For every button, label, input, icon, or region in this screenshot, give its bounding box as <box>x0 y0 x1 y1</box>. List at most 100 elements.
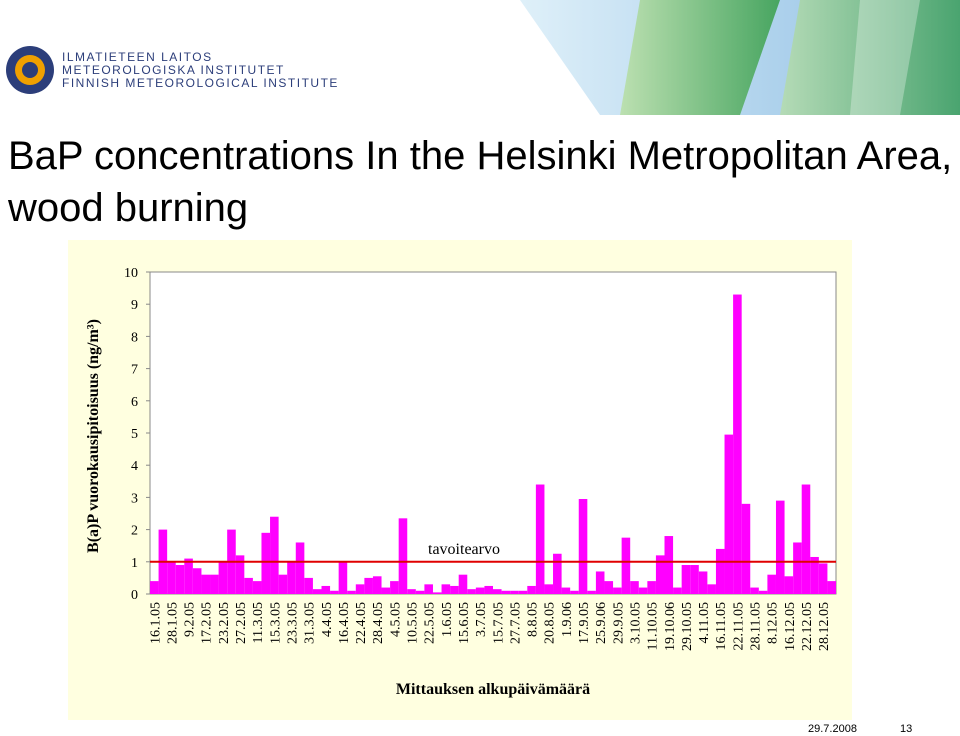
bar <box>484 585 493 594</box>
y-axis-label: B(a)P vuorokausipitoisuus (ng/m³) <box>85 319 102 553</box>
x-tick-label: 20.8.05 <box>543 602 558 644</box>
footer-page: 13 <box>900 723 912 735</box>
x-tick-label: 22.12.05 <box>800 602 815 651</box>
bar <box>810 556 819 594</box>
bar <box>210 574 219 594</box>
y-tick-label: 1 <box>131 556 138 571</box>
x-tick-label: 3.10.05 <box>628 602 643 644</box>
y-tick-label: 0 <box>131 588 138 603</box>
bar <box>372 576 382 594</box>
y-tick-label: 7 <box>131 363 138 378</box>
bar <box>758 590 768 594</box>
bar <box>218 561 228 594</box>
bar <box>458 574 468 594</box>
bar <box>638 587 648 594</box>
bar <box>741 503 751 594</box>
bar <box>475 587 485 594</box>
bar <box>270 516 279 594</box>
bar <box>561 587 571 594</box>
bar <box>570 590 579 594</box>
bar <box>338 561 348 594</box>
x-tick-label: 16.4.05 <box>337 602 352 644</box>
bar <box>510 590 519 594</box>
bar <box>501 590 511 594</box>
x-tick-label: 17.2.05 <box>200 602 215 644</box>
bar <box>553 553 562 594</box>
bar <box>441 584 451 594</box>
x-tick-label: 16.11.05 <box>714 602 729 650</box>
x-tick-label: 16.1.05 <box>148 602 163 644</box>
bar <box>450 585 459 594</box>
x-tick-label: 28.11.05 <box>749 602 764 650</box>
reference-label: tavoitearvo <box>428 541 500 558</box>
x-tick-label: 27.7.05 <box>508 602 523 644</box>
bar <box>261 532 271 594</box>
bar <box>613 587 622 594</box>
bar <box>544 584 554 594</box>
x-tick-label: 3.7.05 <box>474 602 489 637</box>
bar <box>407 589 416 594</box>
x-axis-label: Mittauksen alkupäivämäärä <box>396 681 590 698</box>
x-tick-label: 1.6.05 <box>440 602 455 637</box>
x-tick-label: 17.9.05 <box>577 602 592 644</box>
bar <box>184 558 193 594</box>
bar <box>595 571 605 594</box>
y-tick-label: 6 <box>131 395 138 410</box>
y-tick-label: 9 <box>131 298 138 313</box>
bar <box>818 563 828 594</box>
logo-icon <box>6 46 54 94</box>
bar <box>304 577 313 594</box>
x-tick-label: 22.4.05 <box>354 602 369 644</box>
bar <box>150 581 159 594</box>
x-tick-label: 10.5.05 <box>406 602 421 644</box>
header-decoration <box>520 0 960 115</box>
x-tick-label: 23.2.05 <box>217 602 232 644</box>
x-tick-label: 8.12.05 <box>766 602 781 644</box>
bar <box>750 587 759 594</box>
bar <box>167 561 176 594</box>
bar <box>578 499 588 594</box>
bar <box>604 581 614 594</box>
bar <box>321 585 331 594</box>
bar <box>235 555 245 594</box>
x-tick-label: 1.9.06 <box>560 602 575 637</box>
bar <box>398 518 408 594</box>
y-tick-label: 5 <box>131 427 138 442</box>
bar <box>201 574 211 594</box>
x-tick-label: 15.7.05 <box>491 602 506 644</box>
x-tick-label: 11.3.05 <box>251 602 266 643</box>
x-tick-label: 4.4.05 <box>320 602 335 637</box>
bar <box>784 576 794 594</box>
bar <box>664 536 674 594</box>
slide-title: BaP concentrations In the Helsinki Metro… <box>8 134 953 230</box>
bar <box>390 581 399 594</box>
bar <box>330 590 339 594</box>
x-tick-label: 19.10.06 <box>663 602 678 651</box>
x-tick-label: 23.3.05 <box>285 602 300 644</box>
bar <box>647 581 656 594</box>
y-tick-label: 3 <box>131 491 138 506</box>
bar <box>715 548 725 594</box>
x-tick-label: 9.2.05 <box>183 602 198 637</box>
bar <box>793 542 802 594</box>
x-tick-label: 15.3.05 <box>268 602 283 644</box>
x-tick-label: 28.12.05 <box>817 602 832 651</box>
bar <box>432 592 442 594</box>
bar <box>287 561 296 594</box>
bar <box>535 484 545 594</box>
x-tick-label: 4.11.05 <box>697 602 712 643</box>
bar <box>775 500 785 594</box>
bar <box>467 589 476 594</box>
bar <box>707 584 716 594</box>
x-tick-label: 15.6.05 <box>457 602 472 644</box>
bar <box>690 565 699 594</box>
x-tick-label: 16.12.05 <box>783 602 798 651</box>
x-tick-label: 29.10.05 <box>680 602 695 651</box>
bar <box>630 581 639 594</box>
bar <box>192 568 202 594</box>
bar <box>244 577 253 594</box>
x-tick-label: 25.9.06 <box>594 602 609 644</box>
bar <box>621 537 631 594</box>
